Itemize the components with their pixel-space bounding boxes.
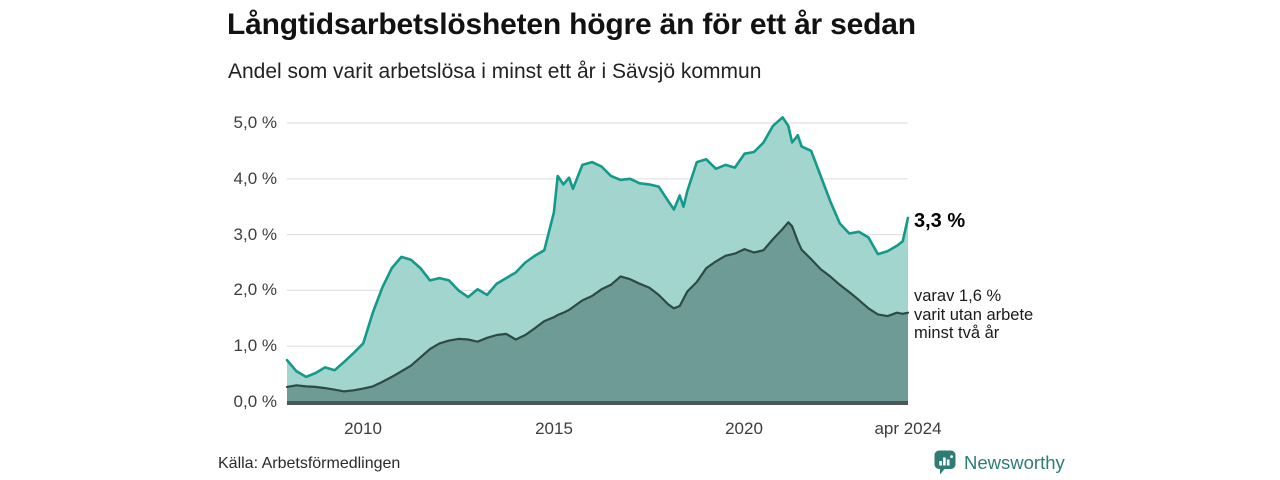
x-tick-label: 2010	[344, 419, 382, 438]
x-tick-label: 2015	[535, 419, 573, 438]
y-tick-label: 0,0 %	[233, 392, 277, 411]
line-minst-tva-ar	[285, 221, 910, 393]
brand-name: Newsworthy	[964, 451, 1065, 473]
secondary-annotation-line: minst två år	[914, 324, 1000, 342]
chart-title: Långtidsarbetslösheten högre än för ett …	[227, 8, 916, 41]
end-value-label: 3,3 %	[914, 210, 966, 232]
secondary-annotation-line: varav 1,6 %	[914, 287, 1002, 305]
secondary-annotation: varav 1,6 % varit utan arbete minst två …	[914, 287, 1033, 343]
brand-logo: Newsworthy	[933, 449, 1065, 476]
y-tick-label: 4,0 %	[233, 169, 277, 188]
x-tick-label: apr 2024	[874, 419, 942, 438]
y-tick-label: 1,0 %	[233, 336, 277, 355]
source-credit: Källa: Arbetsförmedlingen	[218, 455, 401, 472]
y-tick-label: 5,0 %	[233, 113, 277, 132]
x-tick-label: 2020	[725, 419, 763, 438]
secondary-annotation-line: varit utan arbete	[914, 305, 1034, 324]
newsworthy-badge-icon	[934, 450, 956, 475]
y-tick-label: 3,0 %	[233, 225, 277, 244]
chart-subtitle: Andel som varit arbetslösa i minst ett å…	[228, 60, 762, 83]
y-tick-label: 2,0 %	[233, 280, 277, 299]
area-minst-tva-ar	[287, 222, 908, 402]
line-minst-ett-ar	[285, 116, 910, 379]
x-axis-line	[287, 401, 908, 405]
